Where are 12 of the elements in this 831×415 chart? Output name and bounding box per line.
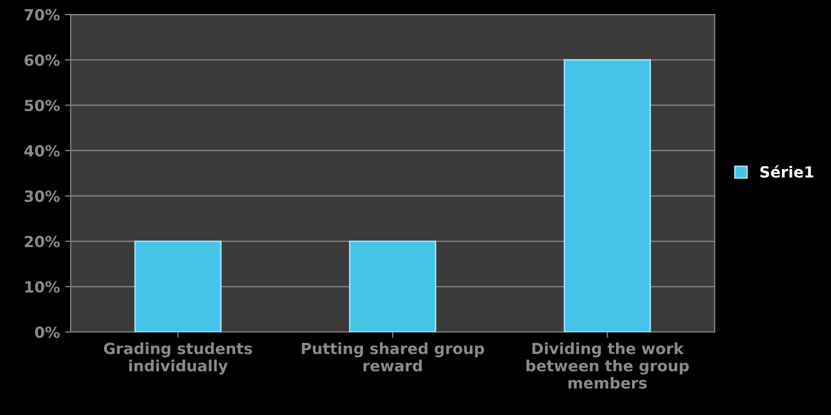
x-tick-label: Grading students individually bbox=[104, 342, 252, 375]
x-tick-label: Dividing the work between the group members bbox=[526, 342, 689, 389]
y-tick-label: 0% bbox=[35, 326, 60, 338]
y-tick-label: 20% bbox=[24, 236, 60, 248]
y-tick-label: 50% bbox=[24, 100, 60, 112]
y-tick-label: 10% bbox=[25, 281, 60, 293]
y-tick-label: 60% bbox=[24, 54, 60, 66]
y-tick-label: 30% bbox=[24, 190, 60, 202]
y-tick-label: 70% bbox=[24, 8, 60, 21]
x-tick-label: Putting shared group reward bbox=[302, 342, 484, 372]
legend-label: Série1 bbox=[760, 165, 814, 178]
y-tick-label: 40% bbox=[24, 145, 60, 157]
